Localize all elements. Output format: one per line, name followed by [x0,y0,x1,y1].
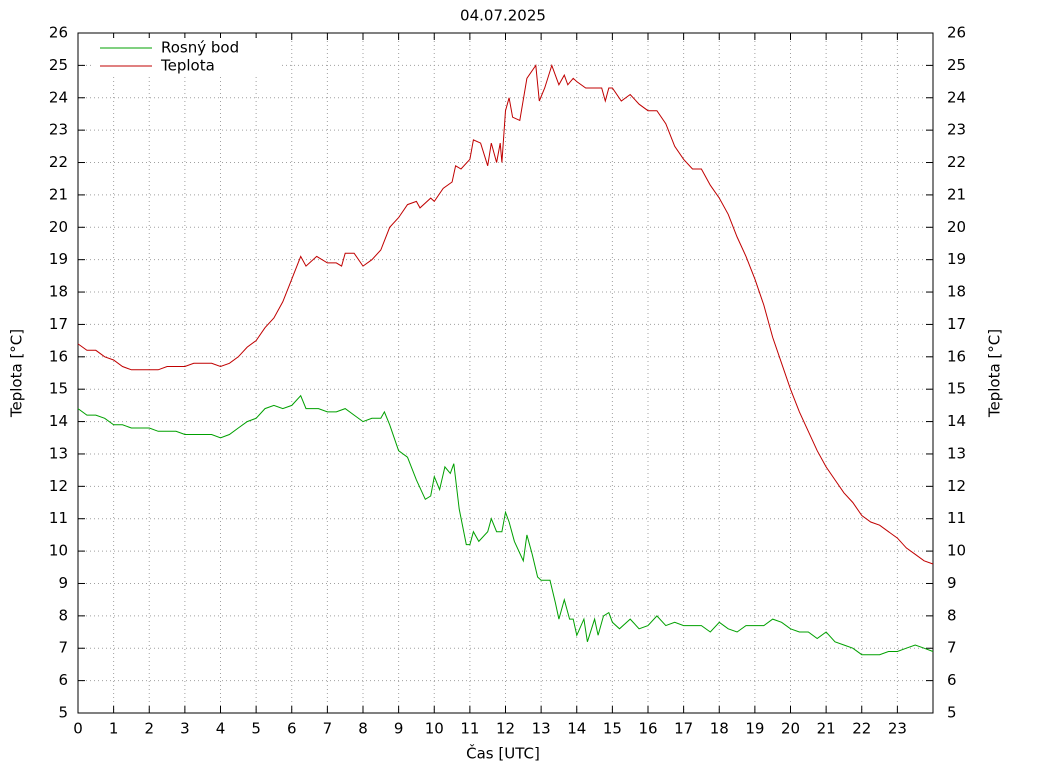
y2-tick-label: 15 [947,380,966,398]
y2-tick-label: 8 [947,606,957,624]
y2-tick-label: 6 [947,671,957,689]
y-tick-label: 13 [49,444,68,462]
x-tick-label: 9 [394,720,404,738]
legend-label: Teplota [160,57,215,75]
x-tick-label: 4 [216,720,226,738]
y2-tick-label: 22 [947,153,966,171]
y2-tick-label: 18 [947,283,966,301]
y-tick-label: 17 [49,315,68,333]
series-line [77,394,934,656]
y-tick-label: 22 [49,153,68,171]
y-tick-label: 8 [58,606,68,624]
y-tick-label: 14 [49,412,68,430]
x-axis-label: Čas [UTC] [466,744,540,763]
x-tick-label: 2 [144,720,154,738]
y-tick-label: 23 [49,121,68,139]
y-tick-label: 24 [49,88,68,106]
x-tick-label: 7 [323,720,333,738]
x-tick-label: 0 [73,720,83,738]
y-tick-label: 25 [49,56,68,74]
x-tick-label: 11 [460,720,479,738]
x-tick-label: 3 [180,720,190,738]
series-line [77,63,934,565]
y2-tick-label: 19 [947,250,966,268]
y-tick-label: 11 [49,509,68,527]
y-tick-label: 9 [58,574,68,592]
y-tick-label: 21 [49,185,68,203]
x-tick-label: 18 [710,720,729,738]
plot-border [77,32,934,714]
x-tick-label: 20 [781,720,800,738]
x-tick-label: 21 [817,720,836,738]
y-axis-label: Teplota [°C] [8,329,26,418]
y2-tick-label: 25 [947,56,966,74]
y-tick-label: 20 [49,218,68,236]
y2-axis-label: Teplota [°C] [986,329,1004,418]
x-tick-label: 10 [425,720,444,738]
y2-tick-label: 16 [947,347,966,365]
x-tick-label: 1 [109,720,119,738]
x-tick-label: 19 [745,720,764,738]
chart-title: 04.07.2025 [460,7,546,25]
y2-tick-label: 5 [947,704,957,722]
y-tick-label: 10 [49,542,68,560]
y-tick-label: 6 [58,671,68,689]
y-tick-label: 12 [49,477,68,495]
x-tick-label: 8 [358,720,368,738]
y2-tick-label: 9 [947,574,957,592]
y2-tick-label: 26 [947,24,966,42]
y2-tick-label: 17 [947,315,966,333]
y2-tick-label: 23 [947,121,966,139]
x-tick-label: 5 [251,720,261,738]
y2-tick-label: 20 [947,218,966,236]
y2-tick-label: 24 [947,88,966,106]
y2-tick-label: 10 [947,542,966,560]
y-tick-label: 15 [49,380,68,398]
y2-tick-label: 11 [947,509,966,527]
x-tick-label: 17 [674,720,693,738]
y-tick-label: 7 [58,639,68,657]
y2-tick-label: 7 [947,639,957,657]
y2-tick-label: 21 [947,185,966,203]
y-tick-label: 5 [58,704,68,722]
x-tick-label: 15 [603,720,622,738]
x-tick-label: 6 [287,720,297,738]
y-tick-label: 16 [49,347,68,365]
x-tick-label: 22 [852,720,871,738]
x-tick-label: 12 [496,720,515,738]
y-tick-label: 18 [49,283,68,301]
y-tick-label: 26 [49,24,68,42]
x-tick-label: 16 [638,720,657,738]
y2-tick-label: 14 [947,412,966,430]
legend-label: Rosný bod [161,39,239,57]
legend-box [92,38,282,74]
y-tick-label: 19 [49,250,68,268]
x-tick-label: 23 [888,720,907,738]
x-tick-label: 13 [532,720,551,738]
y2-tick-label: 13 [947,444,966,462]
y2-tick-label: 12 [947,477,966,495]
x-tick-label: 14 [567,720,586,738]
